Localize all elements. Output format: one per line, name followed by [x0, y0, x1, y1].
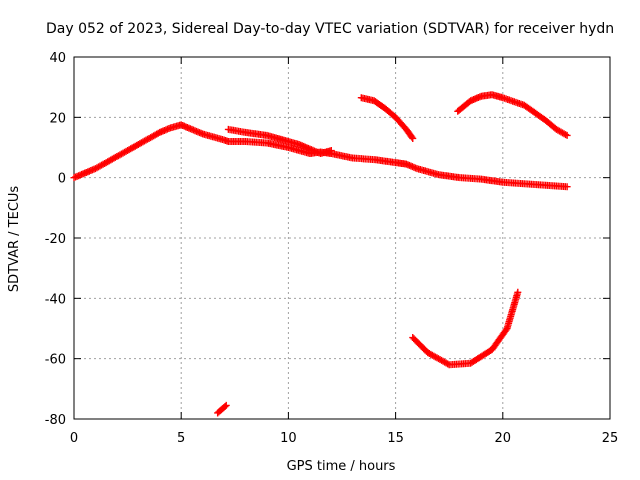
chart-title: Day 052 of 2023, Sidereal Day-to-day VTE…	[46, 21, 614, 37]
x-tick-label: 0	[70, 431, 78, 446]
x-tick-label: 5	[177, 431, 185, 446]
data-point	[409, 134, 417, 142]
x-tick-label: 25	[602, 431, 619, 446]
y-tick-label: -40	[45, 292, 66, 307]
series-short-low	[214, 401, 230, 417]
data-point	[563, 183, 571, 191]
x-tick-label: 15	[387, 431, 404, 446]
series-arc-low	[409, 288, 522, 369]
data-point-interp	[221, 403, 229, 411]
axis-tick-labels: 0 5 10 15 20 25 -80 -60 -40 -20 0 20 40	[45, 51, 619, 446]
data-point	[327, 147, 335, 155]
x-tick-label: 20	[495, 431, 512, 446]
y-tick-label: 0	[58, 172, 66, 187]
data-point	[514, 288, 522, 296]
y-tick-label: -80	[45, 413, 66, 428]
series-arc-18-23	[454, 91, 571, 139]
y-tick-label: 20	[49, 111, 66, 126]
axis-ticks	[73, 56, 611, 420]
data-point-interp	[502, 326, 510, 334]
series-upper-bump	[224, 125, 335, 158]
data-point	[222, 401, 230, 409]
y-tick-label: 40	[49, 51, 66, 66]
data-point-interp	[154, 129, 162, 137]
data-point-interp	[408, 133, 416, 141]
x-axis-label: GPS time / hours	[287, 459, 396, 474]
y-axis-label: SDTVAR / TECUs	[7, 186, 22, 293]
data-points	[70, 91, 571, 417]
data-point	[563, 131, 571, 139]
series-main-track	[70, 121, 571, 191]
data-point-interp	[562, 131, 570, 139]
x-tick-label: 10	[280, 431, 297, 446]
y-tick-label: -60	[45, 353, 66, 368]
y-tick-label: -20	[45, 232, 66, 247]
series-arc-13-16	[357, 94, 417, 142]
